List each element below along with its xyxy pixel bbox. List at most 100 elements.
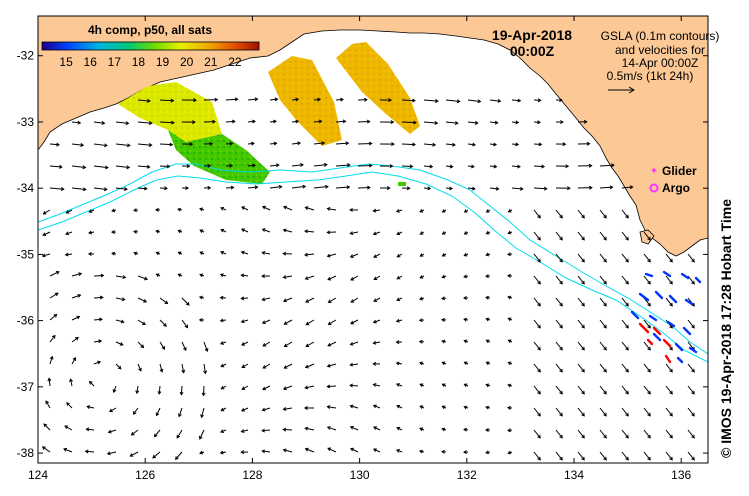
velocity-arrow xyxy=(463,450,469,455)
velocity-arrow xyxy=(69,378,73,387)
velocity-arrow xyxy=(177,251,183,256)
velocity-arrow xyxy=(555,429,563,439)
velocity-arrow xyxy=(687,385,695,395)
velocity-arrow xyxy=(291,184,307,189)
island-1 xyxy=(639,229,655,245)
velocity-arrow xyxy=(305,319,315,326)
velocity-arrow xyxy=(577,297,585,307)
velocity-arrow xyxy=(49,187,65,191)
velocity-arrow xyxy=(687,319,695,329)
velocity-arrow xyxy=(86,405,95,409)
lat-tick-label-5: -37 xyxy=(17,380,35,394)
velocity-arrow xyxy=(533,120,541,125)
velocity-arrow xyxy=(225,163,234,168)
velocity-arrow xyxy=(379,186,391,191)
colorbar-tick-6: 21 xyxy=(204,55,218,69)
velocity-arrow xyxy=(599,163,615,168)
velocity-arrow xyxy=(533,231,541,241)
velocity-arrow xyxy=(599,451,607,461)
velocity-arrow xyxy=(133,229,139,234)
velocity-arrow xyxy=(181,164,191,169)
velocity-arrow xyxy=(327,341,337,347)
velocity-arrow xyxy=(665,363,673,373)
velocity-arrow xyxy=(262,363,271,369)
velocity-arrow xyxy=(349,383,359,388)
velocity-arrow xyxy=(577,341,585,351)
velocity-arrow xyxy=(313,97,322,102)
velocity-arrow xyxy=(177,207,183,212)
velocity-arrow xyxy=(577,163,593,168)
velocity-arrow xyxy=(665,275,673,285)
velocity-arrow xyxy=(282,385,293,391)
velocity-arrow xyxy=(489,98,502,103)
velocity-arrow xyxy=(65,209,73,214)
velocity-arrow xyxy=(485,274,491,279)
velocity-arrow xyxy=(71,336,79,343)
velocity-arrow xyxy=(511,120,520,125)
velocity-arrow xyxy=(71,294,82,299)
velocity-arrow xyxy=(241,228,249,233)
velocity-arrow xyxy=(203,97,219,102)
velocity-arrow xyxy=(467,142,477,147)
velocity-arrow xyxy=(45,400,51,409)
velocity-arrow xyxy=(395,449,403,453)
velocity-arrow xyxy=(93,165,109,170)
velocity-arrow xyxy=(555,319,563,329)
velocity-arrow xyxy=(533,341,541,351)
sst-swath-yellow xyxy=(118,82,222,142)
velocity-arrow xyxy=(357,141,373,146)
velocity-arrow xyxy=(64,425,73,431)
velocity-arrow xyxy=(93,295,104,300)
velocity-arrow xyxy=(372,361,381,366)
velocity-arrow xyxy=(65,231,73,236)
velocity-arrow xyxy=(261,428,271,433)
velocity-arrow xyxy=(282,448,293,453)
velocity-arrow xyxy=(445,99,461,104)
velocity-arrow xyxy=(467,186,476,191)
velocity-arrow xyxy=(178,407,183,418)
lat-tick-label-6: -38 xyxy=(17,446,35,460)
velocity-arrow xyxy=(489,164,498,169)
velocity-arrow xyxy=(599,231,607,241)
velocity-arrow xyxy=(41,253,51,258)
velocity-arrow xyxy=(643,231,651,241)
velocity-arrow xyxy=(577,185,593,190)
velocity-arrow xyxy=(441,231,447,235)
velocity-arrow xyxy=(445,142,456,147)
velocity-arrow xyxy=(463,339,469,344)
velocity-arrow xyxy=(63,447,73,453)
velocity-arrow xyxy=(485,339,491,344)
velocity-arrow xyxy=(335,163,351,168)
velocity-arrow xyxy=(643,319,651,329)
velocity-arrow xyxy=(335,97,344,102)
velocity-arrow xyxy=(291,163,304,167)
velocity-arrow xyxy=(555,209,563,219)
velocity-arrow xyxy=(199,450,205,455)
velocity-arrow xyxy=(379,120,395,125)
info-line-3: 14-Apr 00:00Z xyxy=(622,56,699,70)
velocity-arrow xyxy=(93,360,102,365)
velocity-arrow xyxy=(107,429,117,434)
velocity-arrow xyxy=(441,296,447,301)
velocity-arrow xyxy=(350,297,359,303)
velocity-arrow xyxy=(419,208,425,213)
velocity-arrow xyxy=(47,377,52,387)
velocity-arrow xyxy=(621,275,629,285)
velocity-arrow xyxy=(485,317,491,322)
velocity-arrow xyxy=(225,97,239,102)
velocity-arrow xyxy=(441,253,447,257)
velocity-arrow xyxy=(687,429,695,439)
velocity-arrow xyxy=(577,231,585,241)
lon-tick-label-6: 136 xyxy=(671,468,691,482)
velocity-arrow xyxy=(115,143,131,148)
velocity-arrows xyxy=(41,97,695,461)
velocity-arrow xyxy=(137,143,153,147)
velocity-arrow xyxy=(533,142,543,147)
velocity-arrow xyxy=(621,185,634,190)
velocity-arrow xyxy=(282,228,293,233)
velocity-arrow xyxy=(109,407,117,413)
axis-ticks: 124 126 128 130 132 134 136 -32 -33 -34 -35 -36 -37 -… xyxy=(17,16,708,482)
velocity-arrow xyxy=(269,119,277,124)
velocity-arrow xyxy=(485,405,491,410)
